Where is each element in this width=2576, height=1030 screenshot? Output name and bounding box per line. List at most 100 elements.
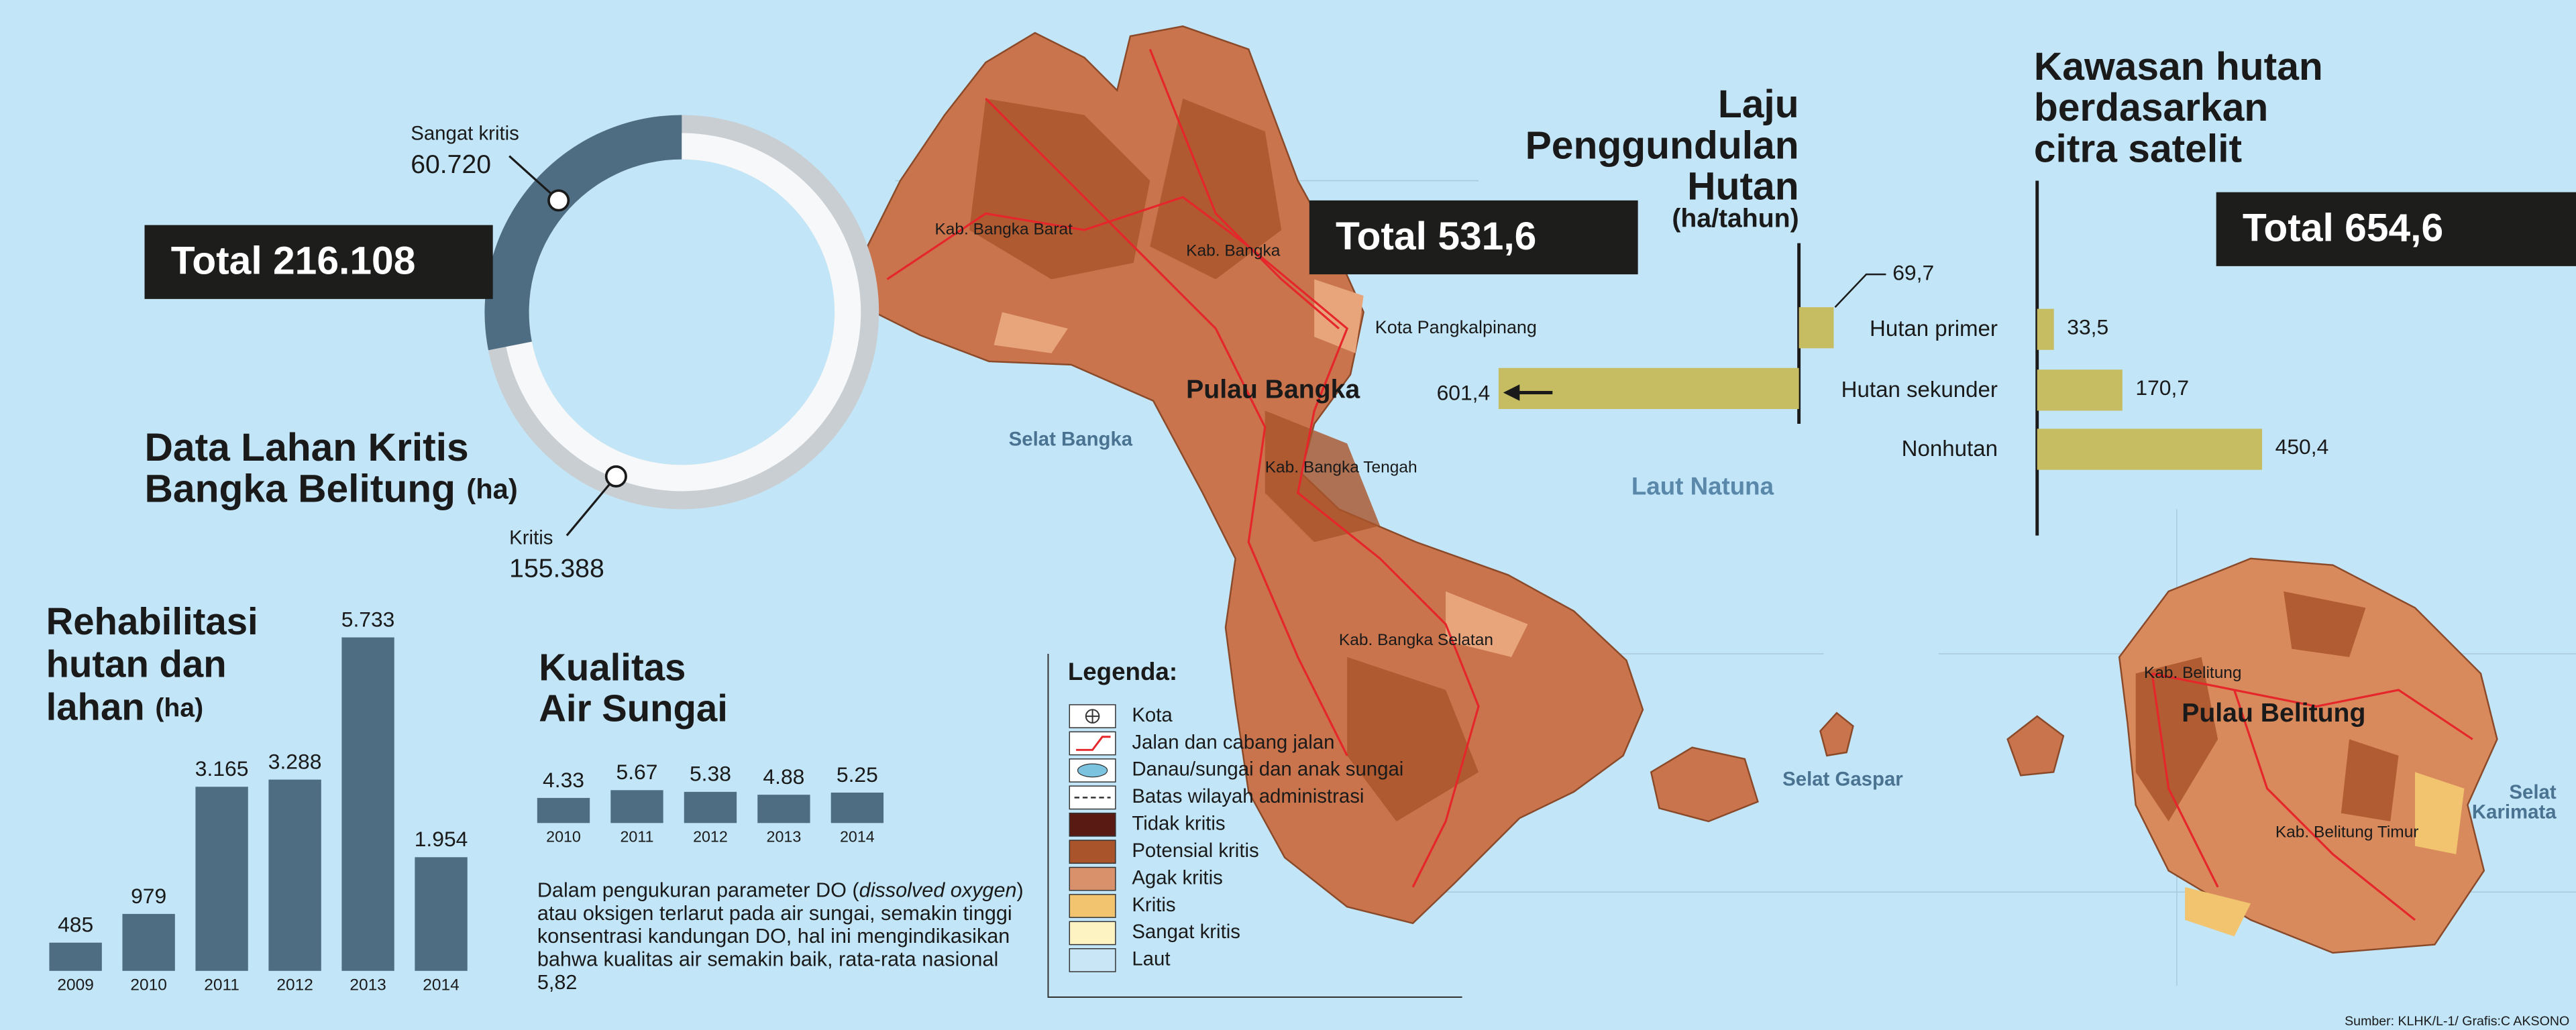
value-label: 601,4 [1437,380,1491,404]
note-segment: Dalam pengukuran parameter DO ( [537,878,859,902]
legend-label: Potensial kritis [1132,840,1258,862]
legend-label: Tidak kritis [1132,813,1225,835]
chart-title: Air Sungai [539,687,728,730]
bar [684,791,737,823]
x-tick-label: 2013 [350,976,386,994]
bar [2037,428,2263,470]
x-tick-label: 2013 [767,828,802,846]
legend-icon [1077,763,1108,778]
chart-title: Data Lahan Kritis [145,426,469,469]
chart-title: hutan dan [46,642,227,685]
chart-title: Bangka Belitung (ha) [145,467,518,510]
chart-title-line: Laju [1718,82,1799,126]
total-label: Total 531,6 [1336,215,1536,258]
map-area [994,279,1528,657]
map-label: Laut Natuna [1631,472,1774,500]
value-label: 3.288 [268,750,322,774]
chart-unit: (ha/tahun) [1672,205,1799,233]
category-label: Sangat kritis [411,123,519,145]
x-tick-label: 2011 [204,976,239,994]
legend-label: Agak kritis [1132,866,1222,889]
legend-swatch [1069,894,1116,918]
legend-swatch [1069,866,1116,891]
legend-swatch [1069,948,1116,972]
source: Sumber: KLHK/L-1/ Grafis:C AKSONO [2345,1014,2569,1029]
chart-title-line: berdasarkan [2034,86,2268,129]
bar [415,857,468,971]
value-label: 5.38 [690,762,731,786]
bar [49,942,102,971]
chart-unit: (ha) [155,694,203,723]
legend-label: Kota [1132,704,1173,726]
value-label: 5.733 [341,607,395,631]
legend-swatch [1069,921,1116,946]
callout-line [566,475,617,536]
legend-label: Kritis [1132,894,1175,916]
total-box [2216,192,2576,266]
value-label: 69,7 [1892,261,1934,285]
map-label: Kab. Bangka [1186,241,1281,260]
bar [2037,369,2123,411]
chart-title: Kualitas [539,646,686,688]
value-label: 5.67 [616,760,657,784]
chart-title: lahan (ha) [46,685,204,728]
x-tick-label: 2014 [423,976,459,994]
chart-title-line: Data Lahan Kritis [145,426,469,469]
leader-line [1834,273,1886,308]
value-label: 4.33 [543,768,584,792]
x-tick-label: 2012 [276,976,313,994]
x-tick-label: 2009 [57,976,93,994]
chart-title: Rehabilitasi [46,600,258,642]
value-label: 155.388 [509,554,604,583]
map-label: Kab. Belitung Timur [2275,823,2419,841]
legend-label: Sangat kritis [1132,921,1240,943]
bar [268,779,321,971]
bar [341,637,394,971]
bar [122,913,175,971]
map-label: Kota Pangkalpinang [1375,317,1537,337]
map-area [2185,772,2465,937]
value-label: 1.954 [415,827,468,851]
map-area [2135,591,2399,821]
arrow-head [1503,384,1520,401]
value-label: 979 [131,884,166,908]
legend-frame [1047,654,1462,998]
island-lepar [1650,746,1759,823]
legend-label: Batas wilayah administrasi [1132,785,1364,807]
chart-unit: (ha) [466,473,517,504]
chart-title-line: Rehabilitasi [46,600,258,642]
chart-title: Laju [1718,82,1799,126]
legend-label: Laut [1132,948,1170,970]
chart-title-line: Kawasan hutan [2034,44,2323,88]
chart-title-line: lahan [46,685,145,728]
category-label: Kritis [509,526,553,549]
bar [537,797,590,823]
x-tick-label: 2010 [130,976,166,994]
map-label: Selat Gaspar [1782,768,1903,790]
donut-segment [484,115,682,351]
category-label: Hutan sekunder [1841,378,1998,402]
chart-title-line: Kualitas [539,646,686,688]
value-label: 33,5 [2067,314,2108,339]
map-area [969,98,1479,821]
map-label: Kab. Bangka Barat [934,220,1073,238]
bar [830,792,884,823]
legend-icon [1076,736,1111,751]
callout-dot [547,189,570,212]
chart-title-line: citra satelit [2034,127,2242,170]
callout-dot [604,465,627,488]
charts: Sangat kritis 60.720 Kritis 155.388 Total 21… [46,44,2576,994]
map-label: Pulau Belitung [2182,699,2365,728]
map-label: Selat [2509,781,2556,803]
total-box [144,225,493,299]
legend-swatch [1069,840,1116,864]
island-small [1819,711,2065,777]
map-label: Kab. Bangka Tengah [1265,459,1417,477]
bar [195,787,248,971]
legend-label: Jalan dan cabang jalan [1132,731,1334,753]
value-label: 3.165 [195,756,249,781]
category-label: Nonhutan [1902,437,1998,461]
bar [610,790,663,823]
value-label: 5.25 [837,762,878,787]
